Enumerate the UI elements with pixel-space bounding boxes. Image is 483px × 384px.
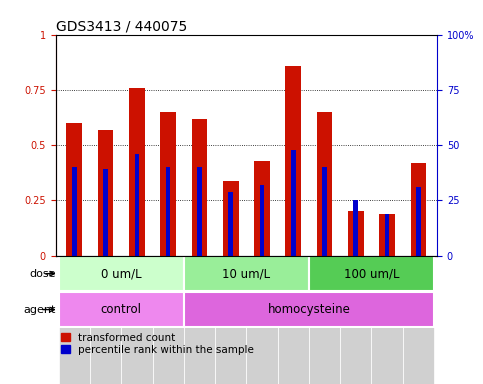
Bar: [228, 192, 233, 256]
Bar: [246, 256, 278, 384]
Bar: [129, 88, 145, 256]
Bar: [354, 200, 358, 256]
Bar: [285, 66, 301, 256]
Bar: [260, 185, 264, 256]
Bar: [379, 214, 395, 256]
Bar: [385, 214, 389, 256]
Bar: [309, 257, 434, 291]
Bar: [371, 256, 403, 384]
Bar: [184, 257, 309, 291]
Bar: [135, 154, 139, 256]
Text: control: control: [101, 303, 142, 316]
Text: dose: dose: [29, 269, 56, 279]
Bar: [72, 167, 77, 256]
Bar: [416, 187, 421, 256]
Bar: [317, 112, 332, 256]
Bar: [340, 256, 371, 384]
Bar: [184, 292, 434, 327]
Text: 100 um/L: 100 um/L: [344, 267, 399, 280]
Bar: [309, 256, 340, 384]
Text: 0 um/L: 0 um/L: [101, 267, 142, 280]
Bar: [153, 256, 184, 384]
Bar: [223, 180, 239, 256]
Text: 10 um/L: 10 um/L: [222, 267, 270, 280]
Legend: transformed count, percentile rank within the sample: transformed count, percentile rank withi…: [61, 333, 255, 355]
Bar: [121, 256, 153, 384]
Bar: [197, 167, 202, 256]
Text: GDS3413 / 440075: GDS3413 / 440075: [56, 20, 187, 33]
Bar: [411, 163, 426, 256]
Bar: [322, 167, 327, 256]
Bar: [291, 149, 296, 256]
Bar: [58, 292, 184, 327]
Text: agent: agent: [24, 305, 56, 314]
Bar: [58, 256, 90, 384]
Bar: [160, 112, 176, 256]
Bar: [103, 169, 108, 256]
Bar: [166, 167, 170, 256]
Text: homocysteine: homocysteine: [268, 303, 350, 316]
Bar: [215, 256, 246, 384]
Bar: [98, 130, 114, 256]
Bar: [254, 161, 270, 256]
Bar: [67, 123, 82, 256]
Bar: [403, 256, 434, 384]
Bar: [184, 256, 215, 384]
Bar: [348, 212, 364, 256]
Bar: [58, 257, 184, 291]
Bar: [278, 256, 309, 384]
Bar: [90, 256, 121, 384]
Bar: [192, 119, 207, 256]
